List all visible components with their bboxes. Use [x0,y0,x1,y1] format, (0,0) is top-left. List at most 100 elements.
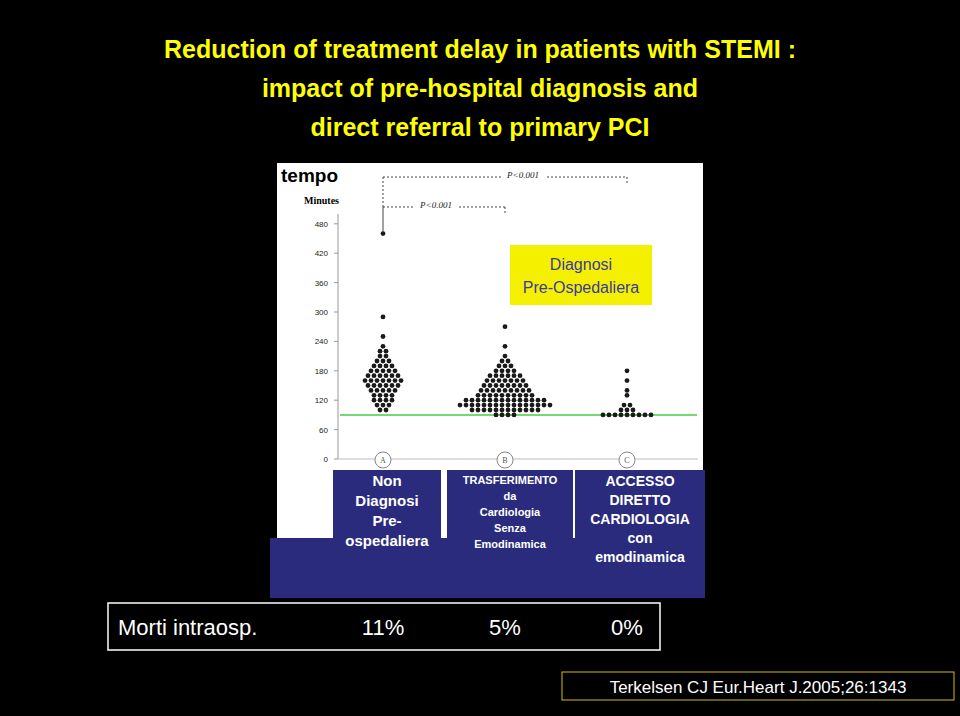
dot [378,398,383,403]
mortality-cell: 11% [362,615,404,640]
dot [601,413,606,418]
dot [396,373,401,378]
dot [500,408,505,413]
dot [527,388,532,393]
dot [399,378,404,383]
dot [381,334,386,339]
dot [393,368,398,373]
callout-text: Diagnosi [550,256,612,273]
dot [369,368,374,373]
dot [497,388,502,393]
bracket-line [383,207,384,232]
dot [476,398,481,403]
dot [485,378,490,383]
tick [334,253,338,254]
dot [372,398,377,403]
dot [464,403,469,408]
dot [607,413,612,418]
dot [500,383,505,388]
plot-area [340,231,697,417]
category-circle [619,452,635,468]
tick [334,370,338,371]
dot [378,364,383,369]
dot [500,373,505,378]
dot [521,378,526,383]
title: direct referral to primary PCI [310,113,649,141]
dot [476,393,481,398]
dot [518,383,523,388]
dot [384,398,389,403]
dot [488,403,493,408]
p-bracket: P<0.001 [383,169,627,232]
dot [524,393,529,398]
dot [530,398,535,403]
dot [503,354,508,359]
dot [390,398,395,403]
dot [381,388,386,393]
group-label: da [504,490,518,502]
dot [536,403,541,408]
dot [500,398,505,403]
dot [375,359,380,364]
tick [334,400,338,401]
tick-label: 300 [315,308,329,317]
dot [530,393,535,398]
tick-label: 240 [315,337,329,346]
dot [464,398,469,403]
group-label: CARDIOLOGIA [590,511,690,527]
dot [488,373,493,378]
dot [506,403,511,408]
dot [476,403,481,408]
dot [390,383,395,388]
dot [625,368,630,373]
dot [384,408,389,413]
p-value: P<0.001 [419,200,452,210]
dot [643,413,648,418]
dot [494,398,499,403]
tick-label: 480 [315,220,329,229]
dot [393,378,398,383]
dot [494,368,499,373]
dot [524,398,529,403]
dot [369,388,374,393]
tick [334,223,338,224]
dot [506,359,511,364]
bracket-line [383,177,384,232]
category-label: A [380,456,386,465]
dot [509,388,514,393]
dot [500,403,505,408]
label-bg [414,199,458,210]
group-label: DIRETTO [609,492,670,508]
dot [369,378,374,383]
dot [518,408,523,413]
dot [381,315,386,320]
dot [393,388,398,393]
dot [506,373,511,378]
group-label-box [575,470,705,598]
dot [503,324,508,329]
dot [619,408,624,413]
dot [384,393,389,398]
group-label: Non [372,472,401,489]
dot [387,368,392,373]
group-label: TRASFERIMENTO [463,474,558,486]
dot [613,413,618,418]
dot [390,373,395,378]
dot [384,354,389,359]
group-label: Senza [494,522,527,534]
dot [491,378,496,383]
dot [506,398,511,403]
dot [512,368,517,373]
dot [506,383,511,388]
mortality-label: Morti intraosp. [118,615,257,640]
tick-label: 420 [315,249,329,258]
dot [625,413,630,418]
dot [482,408,487,413]
dot [497,364,502,369]
dot [518,393,523,398]
dot [494,373,499,378]
category-circle [375,452,391,468]
group-label: Pre- [372,512,401,529]
group-label-box [447,470,573,560]
dot [509,378,514,383]
